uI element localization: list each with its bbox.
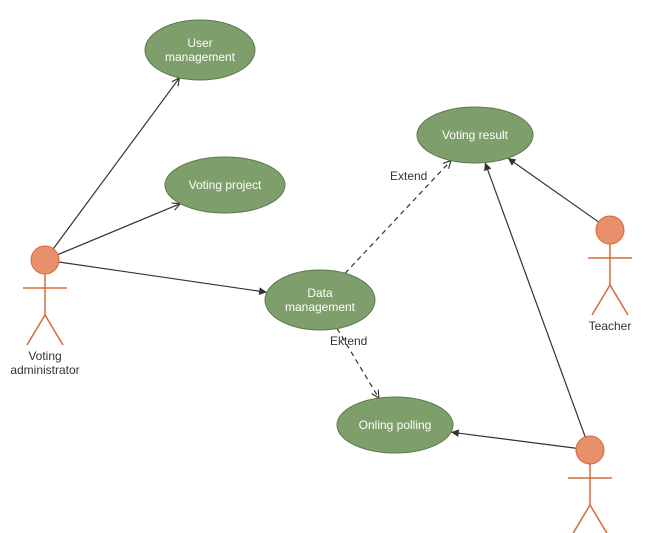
- usecase-label: Voting result: [442, 128, 509, 142]
- edge: [58, 204, 180, 255]
- actor-label: Votingadministrator: [10, 349, 79, 377]
- usecase-online_poll: Onling polling: [337, 397, 453, 453]
- edge: [59, 262, 267, 292]
- usecase-label: Onling polling: [359, 418, 432, 432]
- usecase-data_mgmt: Datamanagement: [265, 270, 375, 330]
- actor-student: Student: [568, 436, 612, 533]
- edge: [508, 158, 599, 222]
- edge: [451, 432, 576, 448]
- actor-label: Teacher: [589, 319, 632, 333]
- usecase-voting_proj: Voting project: [165, 157, 285, 213]
- usecase-voting_result: Voting result: [417, 107, 533, 163]
- use-case-diagram: Extend Ektend Usermanagement Voting project…: [0, 0, 666, 533]
- usecase-label: Voting project: [189, 178, 262, 192]
- actor-admin: Votingadministrator: [10, 246, 79, 377]
- edge-label: Ektend: [330, 334, 367, 348]
- edge-label: Extend: [390, 169, 427, 183]
- edge: [53, 78, 179, 249]
- edge: [485, 163, 585, 437]
- usecase-user_mgmt: Usermanagement: [145, 20, 255, 80]
- actor-teacher: Teacher: [588, 216, 632, 333]
